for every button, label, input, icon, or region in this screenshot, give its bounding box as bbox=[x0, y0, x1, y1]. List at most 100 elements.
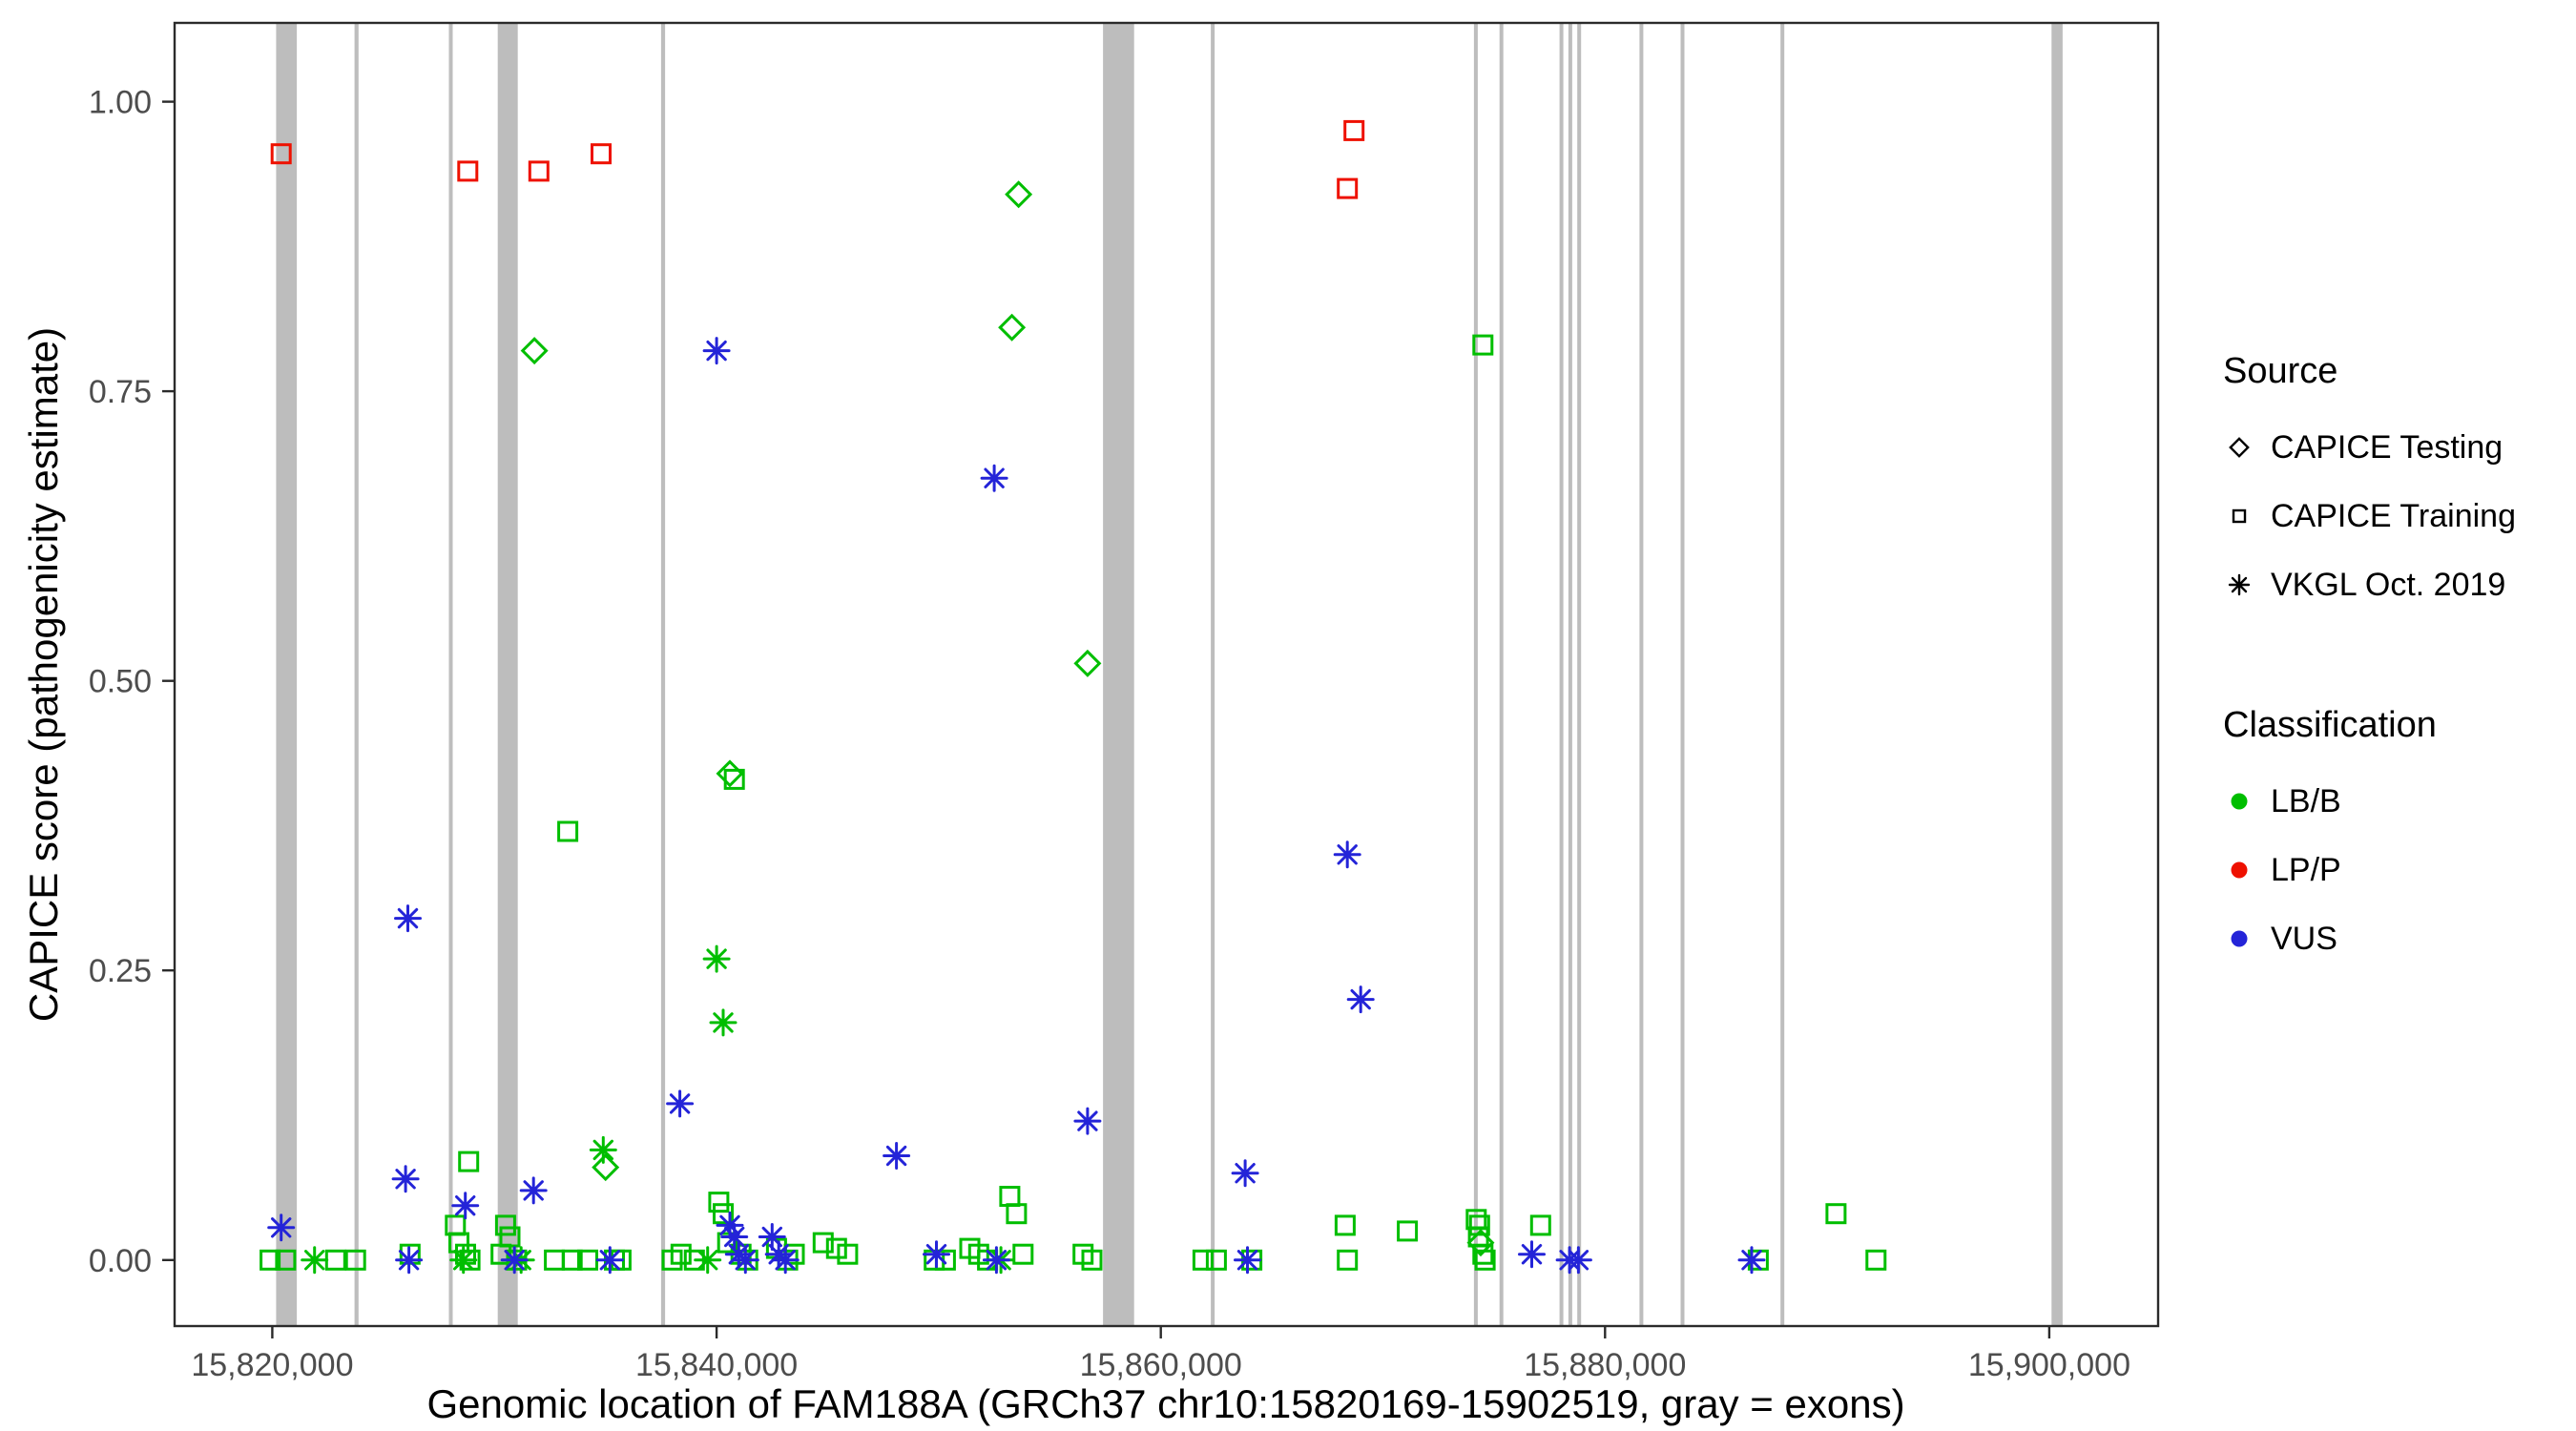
legend-classification-title: Classification bbox=[2223, 705, 2437, 745]
point-square bbox=[1012, 1243, 1034, 1265]
point-asterisk bbox=[395, 1246, 424, 1275]
point-square bbox=[1192, 1249, 1214, 1271]
point-square bbox=[1472, 1243, 1494, 1265]
exon-band bbox=[1780, 23, 1785, 1326]
point-asterisk bbox=[771, 1246, 800, 1275]
point-diamond bbox=[716, 759, 744, 788]
point-square bbox=[1081, 1249, 1103, 1271]
legend-source-title: Source bbox=[2223, 351, 2338, 391]
point-asterisk bbox=[1518, 1240, 1546, 1269]
exon-band bbox=[497, 23, 518, 1326]
exon-band bbox=[1568, 23, 1572, 1326]
legend: Source CAPICE Testing CAPICE Training VK… bbox=[2223, 351, 2566, 973]
red-dot-icon bbox=[2223, 854, 2255, 886]
exon-band bbox=[1639, 23, 1644, 1326]
point-square bbox=[494, 1214, 516, 1236]
point-asterisk bbox=[1073, 1107, 1102, 1135]
point-asterisk bbox=[391, 1165, 420, 1193]
point-square bbox=[1865, 1249, 1887, 1271]
asterisk-icon bbox=[2223, 569, 2255, 601]
point-asterisk bbox=[923, 1240, 950, 1269]
point-square bbox=[1343, 119, 1365, 141]
point-asterisk bbox=[982, 1246, 1010, 1275]
point-square bbox=[270, 143, 292, 165]
point-asterisk bbox=[394, 904, 422, 933]
point-square bbox=[1337, 1249, 1359, 1271]
point-asterisk bbox=[1234, 1246, 1261, 1275]
exon-band bbox=[354, 23, 359, 1326]
exon-band bbox=[1103, 23, 1134, 1326]
point-diamond bbox=[592, 1153, 620, 1182]
point-square bbox=[324, 1249, 346, 1271]
x-tick-label: 15,880,000 bbox=[1524, 1347, 1686, 1383]
point-asterisk bbox=[500, 1246, 529, 1275]
point-square bbox=[561, 1249, 583, 1271]
legend-item-label: LP/P bbox=[2271, 851, 2341, 888]
point-asterisk bbox=[694, 1246, 722, 1275]
legend-source-section: Source CAPICE Testing CAPICE Training VK… bbox=[2223, 351, 2566, 619]
point-square bbox=[275, 1249, 297, 1271]
point-square bbox=[344, 1249, 366, 1271]
point-square bbox=[458, 1151, 480, 1172]
point-square bbox=[457, 160, 479, 182]
point-square bbox=[837, 1243, 859, 1265]
y-tick-label: 1.00 bbox=[89, 85, 152, 121]
point-asterisk bbox=[1333, 840, 1361, 869]
legend-item-label: VKGL Oct. 2019 bbox=[2271, 566, 2506, 603]
legend-item-lpp: LP/P bbox=[2223, 836, 2566, 904]
point-square bbox=[825, 1237, 847, 1259]
point-square bbox=[1468, 1214, 1490, 1236]
exon-band bbox=[1680, 23, 1685, 1326]
exon-band bbox=[276, 23, 298, 1326]
legend-item-vus: VUS bbox=[2223, 904, 2566, 973]
y-tick-label: 0.00 bbox=[89, 1243, 152, 1279]
point-asterisk bbox=[519, 1176, 548, 1205]
square-icon bbox=[2223, 500, 2255, 532]
blue-dot-icon bbox=[2223, 923, 2255, 955]
point-asterisk bbox=[449, 1246, 478, 1275]
point-square bbox=[1825, 1203, 1847, 1225]
legend-item-label: CAPICE Testing bbox=[2271, 428, 2503, 466]
legend-classification-section: Classification LB/B LP/P VUS bbox=[2223, 705, 2566, 973]
point-square bbox=[260, 1249, 281, 1271]
point-asterisk bbox=[1564, 1246, 1592, 1275]
legend-item-capice-training: CAPICE Training bbox=[2223, 482, 2566, 550]
point-square bbox=[713, 1203, 734, 1225]
point-asterisk bbox=[980, 464, 1008, 492]
point-square bbox=[1006, 1203, 1028, 1225]
point-diamond bbox=[520, 337, 549, 365]
y-axis-title: CAPICE score (pathogenicity estimate) bbox=[21, 326, 66, 1023]
exon-band bbox=[2051, 23, 2063, 1326]
legend-item-label: LB/B bbox=[2271, 782, 2341, 819]
point-asterisk bbox=[1346, 985, 1375, 1014]
legend-item-lbb: LB/B bbox=[2223, 767, 2566, 836]
point-asterisk bbox=[1231, 1159, 1259, 1188]
x-tick-label: 15,860,000 bbox=[1080, 1347, 1242, 1383]
point-diamond bbox=[998, 313, 1027, 342]
point-square bbox=[1337, 177, 1359, 199]
x-axis-title: Genomic location of FAM188A (GRCh37 chr1… bbox=[426, 1381, 1905, 1426]
point-asterisk bbox=[758, 1223, 786, 1251]
point-asterisk bbox=[666, 1089, 695, 1118]
legend-item-capice-testing: CAPICE Testing bbox=[2223, 413, 2566, 482]
y-tick-label: 0.75 bbox=[89, 374, 152, 410]
point-square bbox=[670, 1243, 692, 1265]
point-square bbox=[1205, 1249, 1227, 1271]
y-tick-label: 0.50 bbox=[89, 664, 152, 700]
point-asterisk bbox=[883, 1142, 911, 1170]
point-asterisk bbox=[720, 1223, 749, 1251]
point-square bbox=[723, 768, 745, 790]
exon-band bbox=[660, 23, 666, 1326]
x-tick-label: 15,900,000 bbox=[1968, 1347, 2130, 1383]
point-asterisk bbox=[1737, 1246, 1766, 1275]
point-square bbox=[499, 1226, 521, 1248]
exon-band bbox=[448, 23, 453, 1326]
point-asterisk bbox=[301, 1246, 329, 1275]
point-square bbox=[591, 143, 612, 165]
point-asterisk bbox=[702, 337, 731, 365]
exon-band bbox=[1559, 23, 1564, 1326]
point-square bbox=[1334, 1214, 1356, 1236]
point-asterisk bbox=[267, 1213, 296, 1242]
